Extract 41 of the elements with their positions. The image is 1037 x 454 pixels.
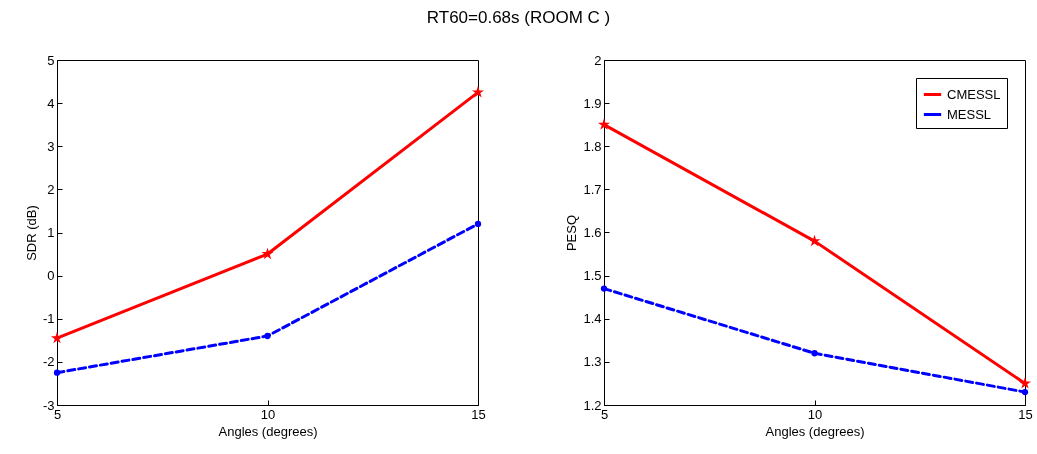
y-tick-label: 1.2: [583, 397, 602, 413]
point: [600, 285, 608, 292]
point: [1018, 377, 1032, 389]
x-tick-label: 10: [260, 406, 276, 422]
legend-label: CMESSL: [947, 86, 1001, 102]
y-tick-label: 1.4: [583, 311, 602, 327]
y-tick-label: 2: [594, 52, 602, 68]
y-tick-label: 1.6: [583, 225, 602, 240]
point: [474, 220, 482, 228]
y-tick-label: 1.9: [583, 95, 602, 111]
y-tick-label: 5: [47, 52, 55, 68]
legend-label: MESSL: [947, 106, 992, 122]
x-axis-title: Angles (degrees): [218, 423, 318, 439]
y-tick-label: -3: [42, 397, 55, 413]
point: [597, 118, 611, 130]
x-tick-label: 15: [471, 406, 486, 422]
y-tick-label: 1.8: [583, 138, 602, 154]
x-tick-label: 10: [807, 406, 823, 422]
y-tick-label: 1.3: [583, 354, 602, 370]
point: [811, 350, 818, 357]
point: [808, 234, 821, 247]
x-tick-label: 15: [1018, 406, 1033, 422]
y-tick-label: 1.5: [583, 268, 602, 284]
x-axis-title: Angles (degrees): [765, 423, 865, 439]
point: [261, 247, 274, 260]
y-tick-label: 1: [47, 225, 55, 240]
y-tick-label: 0: [47, 268, 55, 284]
y-tick-label: -1: [42, 311, 55, 327]
point: [50, 331, 64, 344]
y-axis-title: PESQ: [564, 214, 580, 252]
y-tick-label: -2: [42, 354, 55, 370]
text: RT60=0.68s (ROOM C ): [425, 8, 612, 28]
y-axis-title: SDR (dB): [23, 205, 39, 261]
point: [471, 86, 485, 98]
point: [264, 332, 271, 340]
y-tick-label: 1.7: [583, 181, 602, 197]
y-tick-label: 2: [47, 181, 55, 197]
point: [1021, 388, 1029, 396]
y-tick-label: 4: [47, 95, 55, 111]
y-tick-label: 3: [47, 138, 55, 154]
point: [53, 369, 61, 376]
